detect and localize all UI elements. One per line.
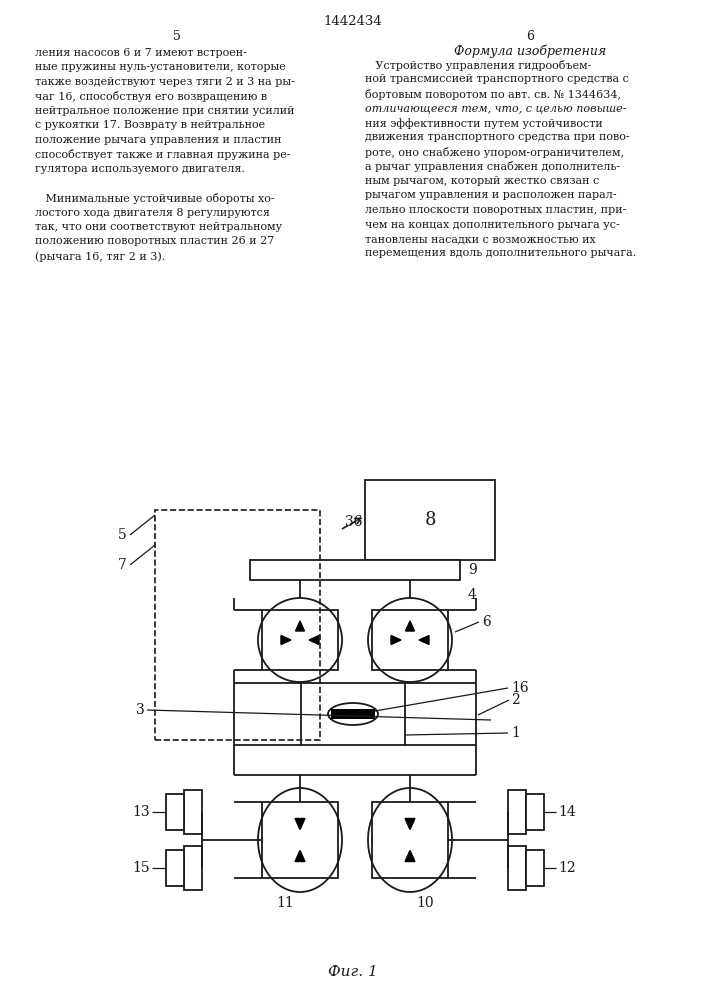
Bar (526, 794, 544, 830)
Text: тановлены насадки с возможностью их: тановлены насадки с возможностью их (365, 234, 596, 244)
Text: Минимальные устойчивые обороты хо-: Минимальные устойчивые обороты хо- (35, 193, 274, 204)
Text: движения транспортного средства при пово-: движения транспортного средства при пово… (365, 132, 630, 142)
Text: ной трансмиссией транспортного средства с: ной трансмиссией транспортного средства … (365, 75, 629, 85)
Text: 8: 8 (424, 511, 436, 529)
Bar (526, 850, 544, 886)
Text: ным рычагом, который жестко связан с: ным рычагом, который жестко связан с (365, 176, 600, 186)
Text: Формула изобретения: Формула изобретения (454, 45, 606, 58)
Text: 3: 3 (136, 703, 145, 717)
Text: 2: 2 (511, 693, 520, 707)
Polygon shape (405, 818, 415, 830)
Bar (262, 802, 338, 878)
Text: гулятора используемого двигателя.: гулятора используемого двигателя. (35, 164, 245, 174)
Text: 5: 5 (118, 528, 127, 542)
Text: ления насосов 6 и 7 имеют встроен-: ления насосов 6 и 7 имеют встроен- (35, 48, 247, 58)
Bar (250, 560, 460, 580)
Text: 10: 10 (416, 896, 434, 910)
Circle shape (258, 598, 342, 682)
Text: 36: 36 (345, 515, 363, 529)
Polygon shape (406, 621, 414, 631)
Bar (508, 790, 526, 834)
Text: перемещения вдоль дополнительного рычага.: перемещения вдоль дополнительного рычага… (365, 248, 636, 258)
Bar (184, 846, 202, 890)
Bar (155, 510, 320, 740)
Text: роте, оно снабжено упором-ограничителем,: роте, оно снабжено упором-ограничителем, (365, 147, 624, 158)
Text: нейтральное положение при снятии усилий: нейтральное положение при снятии усилий (35, 106, 295, 116)
Polygon shape (281, 636, 291, 645)
Text: Фиг. 1: Фиг. 1 (328, 965, 378, 979)
Ellipse shape (258, 788, 342, 892)
Bar (166, 794, 184, 830)
Text: Устройство управления гидрообъем-: Устройство управления гидрообъем- (365, 60, 591, 71)
Text: 14: 14 (558, 805, 575, 819)
Text: 12: 12 (558, 861, 575, 875)
Text: 4: 4 (468, 588, 477, 602)
Text: 6: 6 (482, 615, 491, 629)
Text: 1442434: 1442434 (324, 15, 382, 28)
Text: способствует также и главная пружина ре-: способствует также и главная пружина ре- (35, 149, 291, 160)
Circle shape (368, 598, 452, 682)
Text: рычагом управления и расположен парал-: рычагом управления и расположен парал- (365, 190, 617, 200)
Text: а рычаг управления снабжен дополнитель-: а рычаг управления снабжен дополнитель- (365, 161, 620, 172)
Text: ния эффективности путем устойчивости: ния эффективности путем устойчивости (365, 118, 603, 129)
Polygon shape (309, 636, 319, 645)
Text: положению поворотных пластин 26 и 27: положению поворотных пластин 26 и 27 (35, 236, 274, 246)
Polygon shape (419, 636, 429, 645)
Bar (365, 480, 495, 560)
Text: 1: 1 (511, 726, 520, 740)
Text: с рукоятки 17. Возврату в нейтральное: с рукоятки 17. Возврату в нейтральное (35, 120, 265, 130)
Bar (508, 846, 526, 890)
Bar (301, 683, 405, 745)
Text: 6: 6 (526, 30, 534, 43)
Text: также воздействуют через тяги 2 и 3 на ры-: также воздействуют через тяги 2 и 3 на р… (35, 77, 295, 87)
Bar (262, 610, 338, 670)
Bar (166, 850, 184, 886)
Text: 7: 7 (118, 558, 127, 572)
Bar (184, 790, 202, 834)
Text: (рычага 16, тяг 2 и 3).: (рычага 16, тяг 2 и 3). (35, 251, 165, 262)
Bar (331, 709, 375, 719)
Polygon shape (296, 621, 305, 631)
Text: отличающееся тем, что, с целью повыше-: отличающееся тем, что, с целью повыше- (365, 104, 626, 113)
Ellipse shape (368, 788, 452, 892)
Ellipse shape (328, 703, 378, 725)
Text: ные пружины нуль-установители, которые: ные пружины нуль-установители, которые (35, 62, 286, 73)
Text: чаг 16, способствуя его возвращению в: чаг 16, способствуя его возвращению в (35, 92, 267, 103)
Text: 5: 5 (173, 30, 181, 43)
Polygon shape (295, 818, 305, 830)
Text: чем на концах дополнительного рычага ус-: чем на концах дополнительного рычага ус- (365, 220, 620, 230)
Bar (372, 802, 448, 878)
Polygon shape (391, 636, 401, 645)
Text: 15: 15 (132, 861, 150, 875)
Text: лельно плоскости поворотных пластин, при-: лельно плоскости поворотных пластин, при… (365, 205, 626, 215)
Text: бортовым поворотом по авт. св. № 1344634,: бортовым поворотом по авт. св. № 1344634… (365, 89, 621, 100)
Polygon shape (405, 850, 415, 861)
Text: так, что они соответствуют нейтральному: так, что они соответствуют нейтральному (35, 222, 282, 232)
Polygon shape (295, 850, 305, 861)
Text: 13: 13 (132, 805, 150, 819)
Text: 9: 9 (468, 563, 477, 577)
Text: лостого хода двигателя 8 регулируются: лостого хода двигателя 8 регулируются (35, 208, 270, 218)
Text: положение рычага управления и пластин: положение рычага управления и пластин (35, 135, 281, 145)
Text: 16: 16 (511, 681, 529, 695)
Bar (372, 610, 448, 670)
Text: 11: 11 (276, 896, 294, 910)
